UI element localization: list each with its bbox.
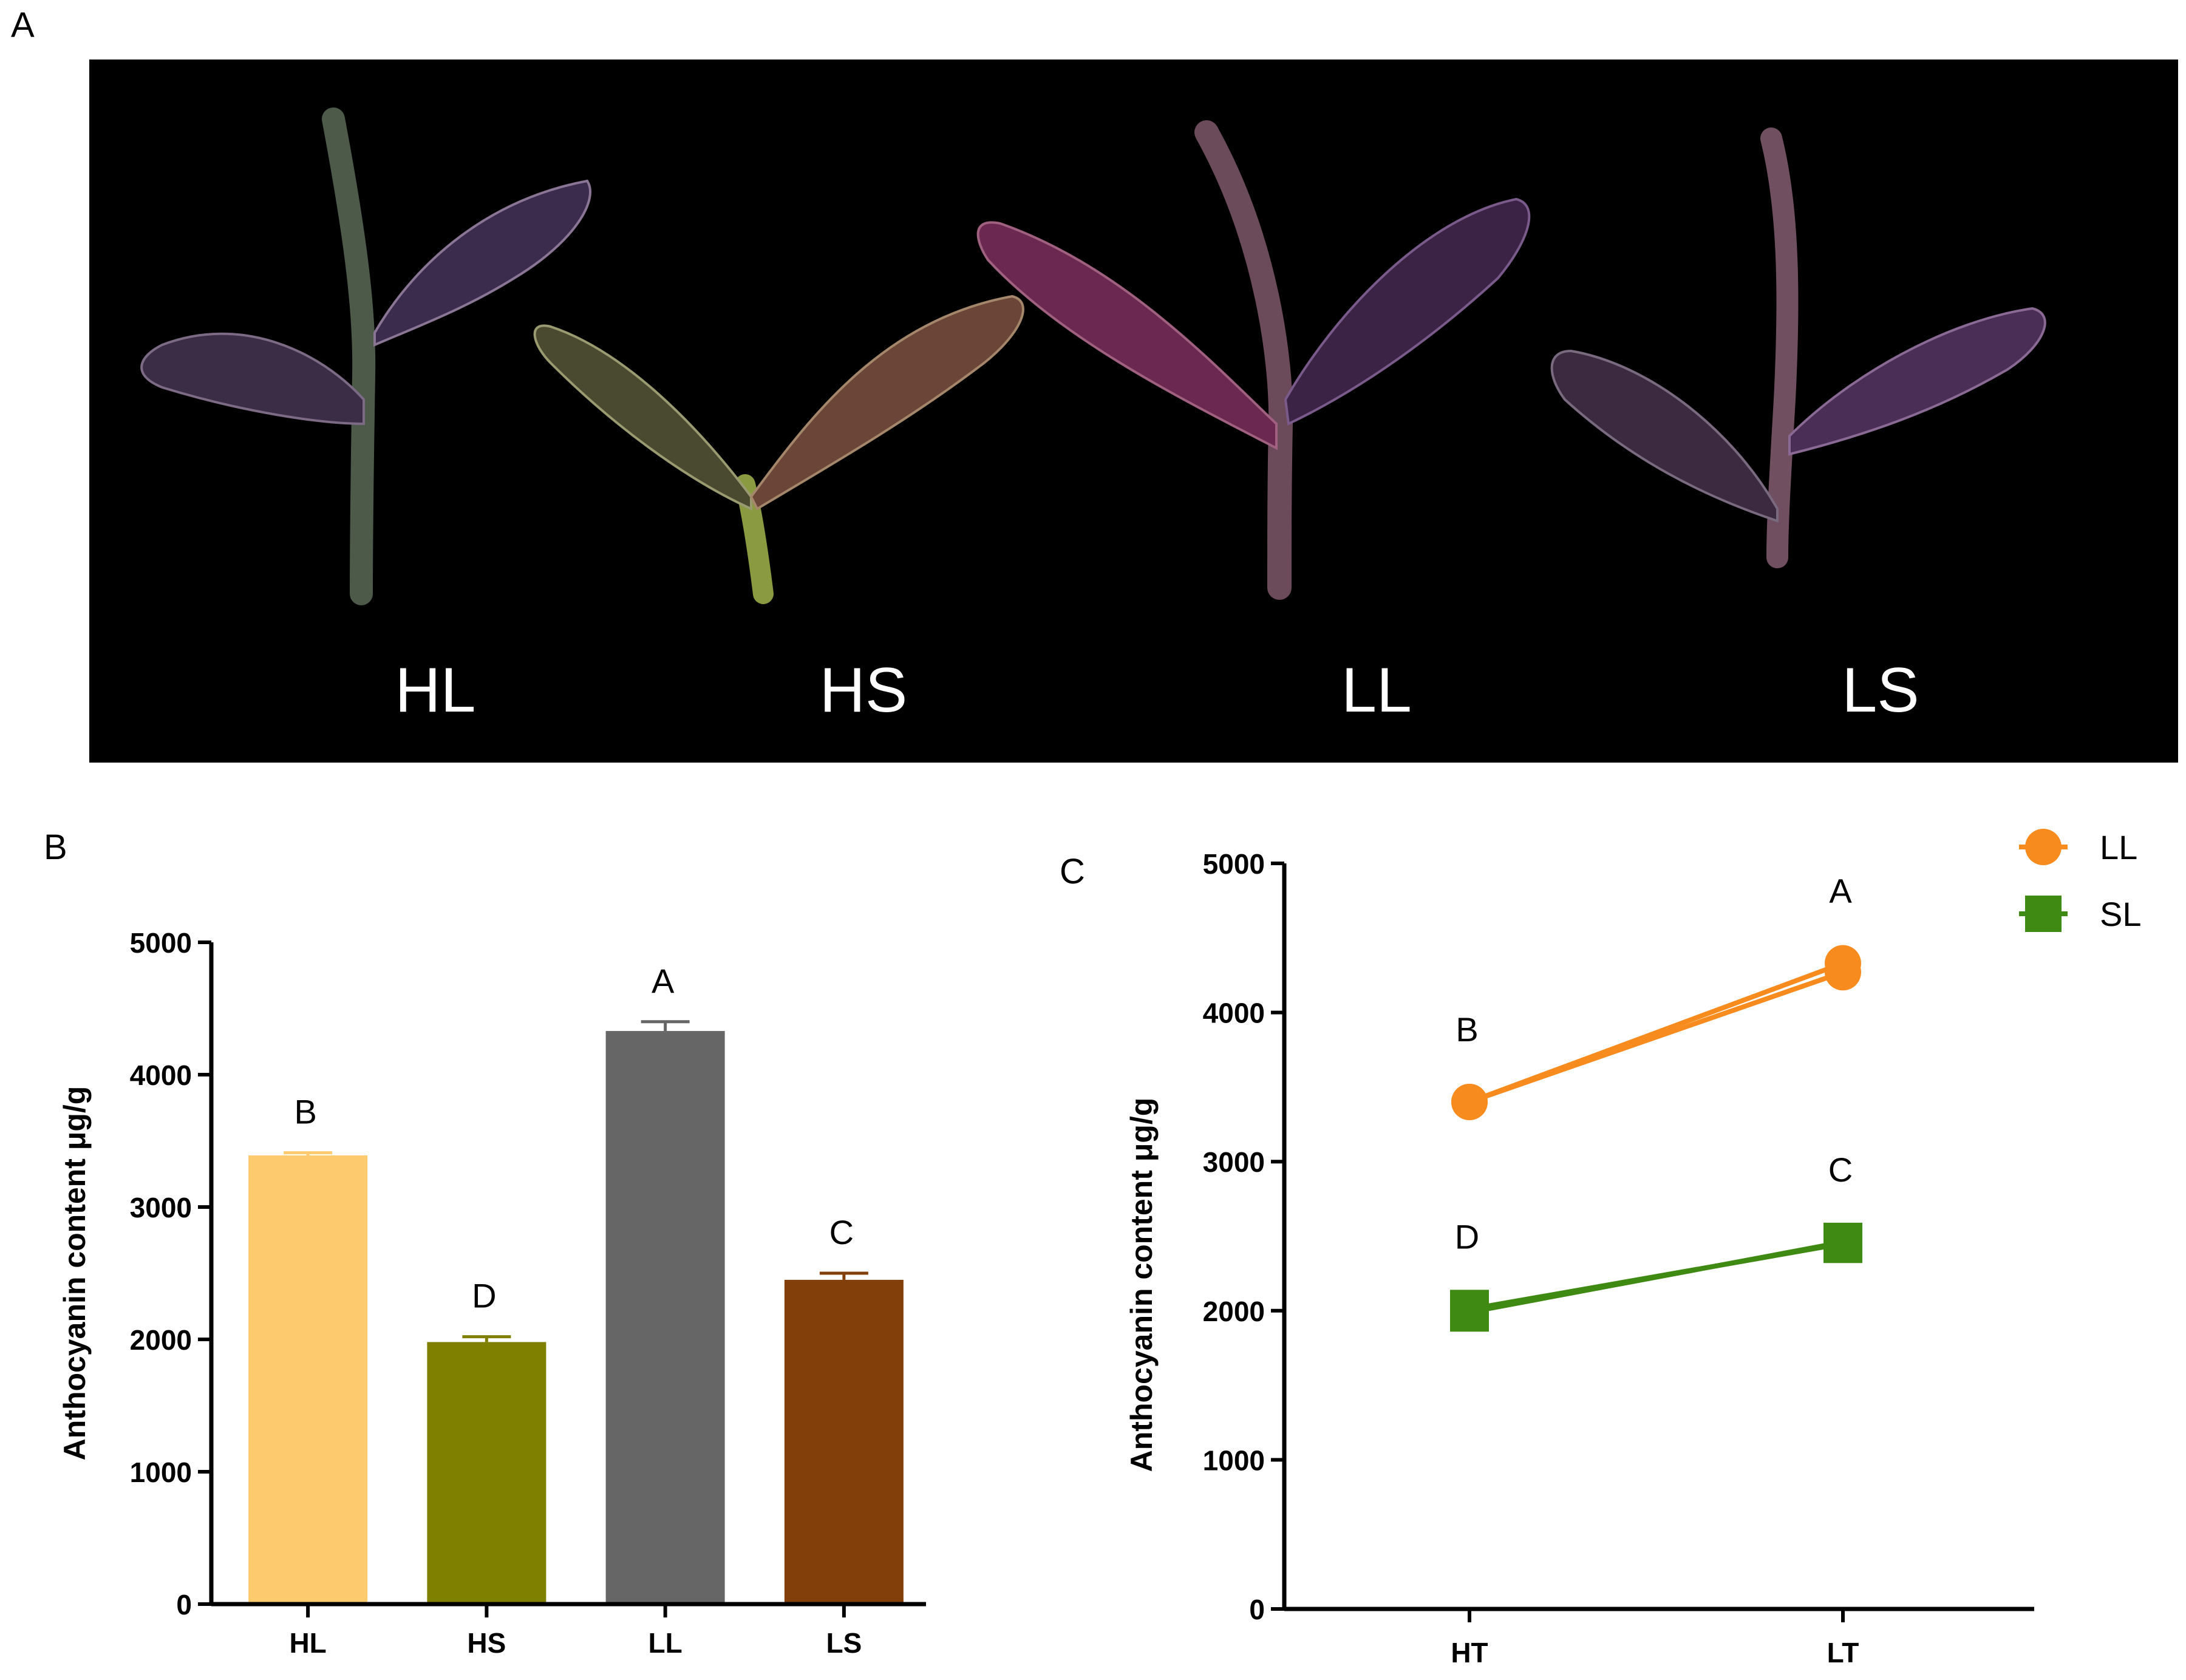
legend-label-ll: LL [2100,828,2137,866]
significance-letter: A [1829,872,1852,910]
y-tick-label: 3000 [130,1192,192,1223]
significance-letter: D [1455,1217,1479,1256]
significance-letter: B [1456,1010,1478,1049]
x-tick-label: HT [1451,1637,1488,1668]
bar-ll [605,1031,725,1604]
panel-label-b: B [44,828,67,867]
y-tick-label: 4000 [1203,998,1265,1029]
y-axis-label: Anthocyanin content μg/g [58,1086,92,1461]
y-tick-label: 0 [176,1589,192,1620]
leaf-seedling-icon [533,294,1024,604]
seedling-label-ls: LS [1842,655,1919,726]
legend: LL SL [2019,828,2142,933]
legend-label-sl: SL [2100,895,2142,933]
y-tick-label: 0 [1249,1594,1265,1625]
y-tick-label: 1000 [1203,1444,1265,1476]
seedling-label-ll: LL [1341,655,1412,726]
x-axis: HL HS LL LS [211,1602,926,1659]
significance-letter: C [1828,1151,1853,1189]
y-tick-label: 5000 [1203,848,1265,880]
leaf-seedling-icon [140,107,591,605]
legend-marker-ll [2025,829,2062,865]
point-sl [1823,1224,1862,1263]
series-line-sl [1469,1241,1844,1312]
line-chart: 0 1000 2000 3000 4000 5000 B A D C HT LT LL SL Ant… [1125,828,2142,1668]
x-axis: HT LT [1284,1607,2034,1668]
significance-letter: A [652,962,675,1000]
seedling-label-hs: HS [819,655,908,726]
x-tick-label: LT [1827,1637,1859,1668]
significance-letter: D [472,1277,496,1315]
line-marks: B A D C [1450,872,1862,1332]
bar-hs [427,1342,546,1604]
bar-chart: 0 1000 2000 3000 4000 5000 B D A C HL HS LL LS Anth… [58,927,926,1659]
seedling-photo-drawing [140,107,2046,605]
y-tick-label: 2000 [1203,1296,1265,1327]
point-ll [1825,954,1861,991]
significance-letter: B [294,1093,316,1131]
y-axis: 0 1000 2000 3000 4000 5000 [130,927,214,1620]
seedling-photo: HL HS LL LS [89,60,2178,763]
y-tick-label: 4000 [130,1059,192,1091]
panel-label-a: A [11,5,35,45]
panel-label-c: C [1060,852,1085,891]
y-axis: 0 1000 2000 3000 4000 5000 [1203,848,1287,1625]
bar-ls [784,1279,904,1604]
x-tick-label: HL [289,1627,326,1659]
x-tick-label: HS [467,1627,506,1659]
leaf-seedling-icon [1550,128,2046,568]
y-tick-label: 3000 [1203,1146,1265,1178]
point-ll [1451,1083,1488,1120]
seedling-label-hl: HL [395,655,476,726]
y-tick-label: 1000 [130,1457,192,1488]
y-axis-label: Anthocyanin content μg/g [1125,1098,1159,1472]
bar-marks: B D A C [248,962,904,1604]
significance-letter: C [829,1213,854,1251]
x-tick-label: LL [649,1627,683,1659]
y-tick-label: 2000 [130,1324,192,1356]
point-sl [1450,1290,1489,1329]
y-tick-label: 5000 [130,927,192,959]
legend-marker-sl [2025,896,2062,932]
bar-hl [248,1155,368,1604]
leaf-seedling-icon [976,120,1531,600]
x-tick-label: LS [826,1627,862,1659]
series-line-ll [1468,970,1844,1104]
